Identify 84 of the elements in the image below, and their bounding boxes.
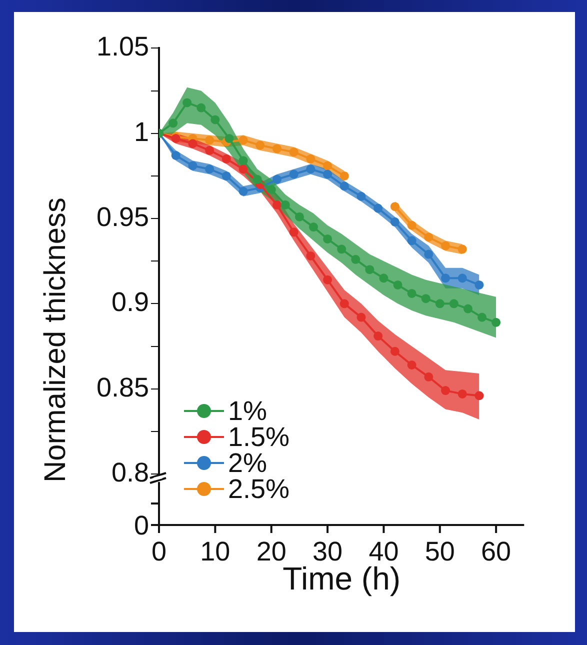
y-tick-label: 1.05 (96, 32, 149, 62)
point (224, 134, 234, 143)
point (424, 250, 434, 259)
y-tick-label: 1 (134, 116, 149, 147)
point (435, 299, 444, 308)
point (272, 200, 282, 210)
point (272, 174, 282, 184)
point (171, 151, 180, 160)
point (168, 118, 178, 128)
y-tick-label: 0.95 (96, 202, 149, 232)
point (323, 161, 332, 170)
point (407, 360, 416, 370)
point (306, 164, 316, 174)
point (323, 275, 332, 284)
point (407, 288, 416, 298)
point (266, 185, 276, 194)
point (323, 234, 332, 244)
point (374, 332, 383, 341)
y-axis-title: Normalized thickness (39, 197, 73, 483)
x-tick-label: 60 (481, 536, 512, 567)
point (393, 280, 402, 290)
point (222, 171, 231, 180)
point (407, 236, 416, 246)
point (238, 136, 248, 145)
point (205, 164, 214, 174)
point (474, 391, 484, 400)
point (390, 346, 400, 356)
point (289, 148, 298, 157)
point (458, 389, 467, 398)
point (238, 156, 248, 166)
point (280, 200, 290, 210)
point (272, 144, 282, 154)
point (421, 294, 430, 304)
point (308, 222, 318, 232)
point (365, 265, 374, 274)
point (351, 254, 360, 264)
y-tick-label: 0.8 (111, 457, 149, 488)
point (340, 171, 349, 180)
point (424, 372, 434, 382)
point (356, 192, 366, 201)
x-tick-label: 0 (151, 536, 167, 567)
point (463, 304, 472, 314)
point (252, 174, 262, 184)
y-tick-label: 0.9 (111, 287, 149, 318)
point (289, 228, 298, 237)
point (441, 386, 450, 396)
point (210, 115, 220, 124)
point (340, 299, 349, 308)
point (196, 103, 206, 112)
point (474, 280, 484, 290)
point (478, 312, 487, 322)
point (374, 204, 383, 213)
point (256, 140, 265, 150)
point (449, 299, 458, 308)
point (441, 274, 450, 283)
point (294, 212, 304, 222)
point (340, 182, 349, 191)
x-tick-label: 10 (200, 536, 230, 567)
point (458, 244, 467, 254)
point (306, 154, 316, 164)
point (492, 318, 501, 327)
point (238, 164, 248, 174)
point (289, 170, 298, 179)
point (356, 312, 366, 322)
point (182, 98, 192, 108)
point (188, 139, 198, 148)
point (205, 136, 214, 145)
point (379, 274, 388, 283)
point (205, 146, 214, 155)
point (441, 241, 450, 250)
point (390, 217, 400, 226)
point (407, 220, 416, 230)
point (337, 244, 346, 254)
point (238, 186, 248, 196)
point (323, 170, 332, 179)
point (188, 161, 198, 170)
point (390, 202, 400, 212)
point (424, 232, 434, 242)
point (306, 251, 316, 260)
y-tick-label: 0.85 (96, 372, 149, 402)
text: 0 (134, 510, 149, 540)
point (222, 154, 231, 164)
x-tick-label: 50 (424, 536, 455, 567)
point (458, 274, 467, 283)
